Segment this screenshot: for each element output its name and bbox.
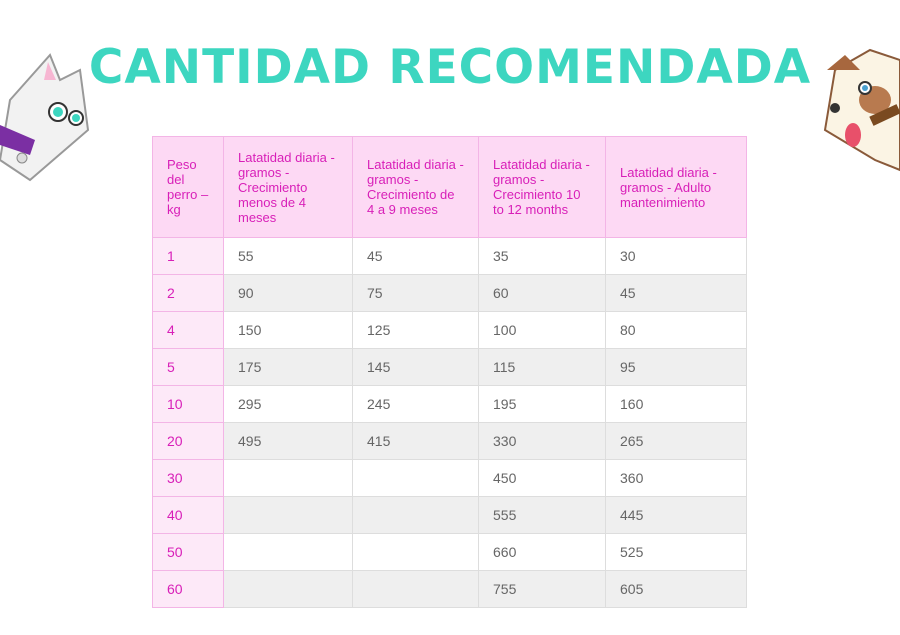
column-header: Latatidad diaria - gramos - Adulto mante… (605, 136, 747, 238)
food-table: Peso del perro – kg Latatidad diaria - gr… (152, 136, 747, 608)
row-header: 2 (152, 274, 224, 312)
row-header: 5 (152, 348, 224, 386)
cell: 555 (478, 496, 606, 534)
cell: 60 (478, 274, 606, 312)
table-row: 1 55 45 35 30 (152, 237, 747, 275)
cell: 35 (478, 237, 606, 275)
cell: 150 (223, 311, 353, 349)
cell (352, 533, 479, 571)
table-row: 4 150 125 100 80 (152, 311, 747, 349)
cell: 115 (478, 348, 606, 386)
cell: 495 (223, 422, 353, 460)
table-row: 30 450 360 (152, 459, 747, 497)
cell (223, 496, 353, 534)
cell: 90 (223, 274, 353, 312)
cell (352, 496, 479, 534)
cell: 330 (478, 422, 606, 460)
cell: 75 (352, 274, 479, 312)
dog-illustration (823, 48, 900, 172)
cell: 525 (605, 533, 747, 571)
cell: 605 (605, 570, 747, 608)
cell (223, 570, 353, 608)
table-row: 60 755 605 (152, 570, 747, 608)
cell: 445 (605, 496, 747, 534)
cell: 160 (605, 385, 747, 423)
cell: 450 (478, 459, 606, 497)
cell: 195 (478, 385, 606, 423)
cell (223, 533, 353, 571)
cell: 245 (352, 385, 479, 423)
row-header: 30 (152, 459, 224, 497)
column-header: Latatidad diaria - gramos - Crecimiento … (478, 136, 606, 238)
title: CANTIDAD RECOMENDADA (88, 40, 812, 95)
cell: 295 (223, 385, 353, 423)
table-row: 2 90 75 60 45 (152, 274, 747, 312)
cell: 660 (478, 533, 606, 571)
table-row: 10 295 245 195 160 (152, 385, 747, 423)
cell (352, 570, 479, 608)
cell: 755 (478, 570, 606, 608)
cell: 45 (605, 274, 747, 312)
row-header: 1 (152, 237, 224, 275)
cell: 100 (478, 311, 606, 349)
table-row: 40 555 445 (152, 496, 747, 534)
header-row: Peso del perro – kg Latatidad diaria - gr… (152, 136, 747, 238)
cell: 175 (223, 348, 353, 386)
column-header: Peso del perro – kg (152, 136, 224, 238)
row-header: 40 (152, 496, 224, 534)
cell: 95 (605, 348, 747, 386)
cat-illustration (0, 53, 90, 182)
column-header: Latatidad diaria - gramos - Crecimiento … (352, 136, 479, 238)
cell (223, 459, 353, 497)
cell: 55 (223, 237, 353, 275)
cell: 45 (352, 237, 479, 275)
row-header: 4 (152, 311, 224, 349)
table-body: 1 55 45 35 30 2 90 75 60 45 4 150 125 100 80 5 175 145 115… (152, 237, 747, 608)
cell: 125 (352, 311, 479, 349)
cell: 145 (352, 348, 479, 386)
row-header: 60 (152, 570, 224, 608)
column-header: Latatidad diaria - gramos - Crecimiento … (223, 136, 353, 238)
table-row: 50 660 525 (152, 533, 747, 571)
cell: 30 (605, 237, 747, 275)
cell: 265 (605, 422, 747, 460)
row-header: 20 (152, 422, 224, 460)
cell: 80 (605, 311, 747, 349)
cell: 360 (605, 459, 747, 497)
cell: 415 (352, 422, 479, 460)
row-header: 50 (152, 533, 224, 571)
row-header: 10 (152, 385, 224, 423)
cell (352, 459, 479, 497)
table-row: 5 175 145 115 95 (152, 348, 747, 386)
table-row: 20 495 415 330 265 (152, 422, 747, 460)
